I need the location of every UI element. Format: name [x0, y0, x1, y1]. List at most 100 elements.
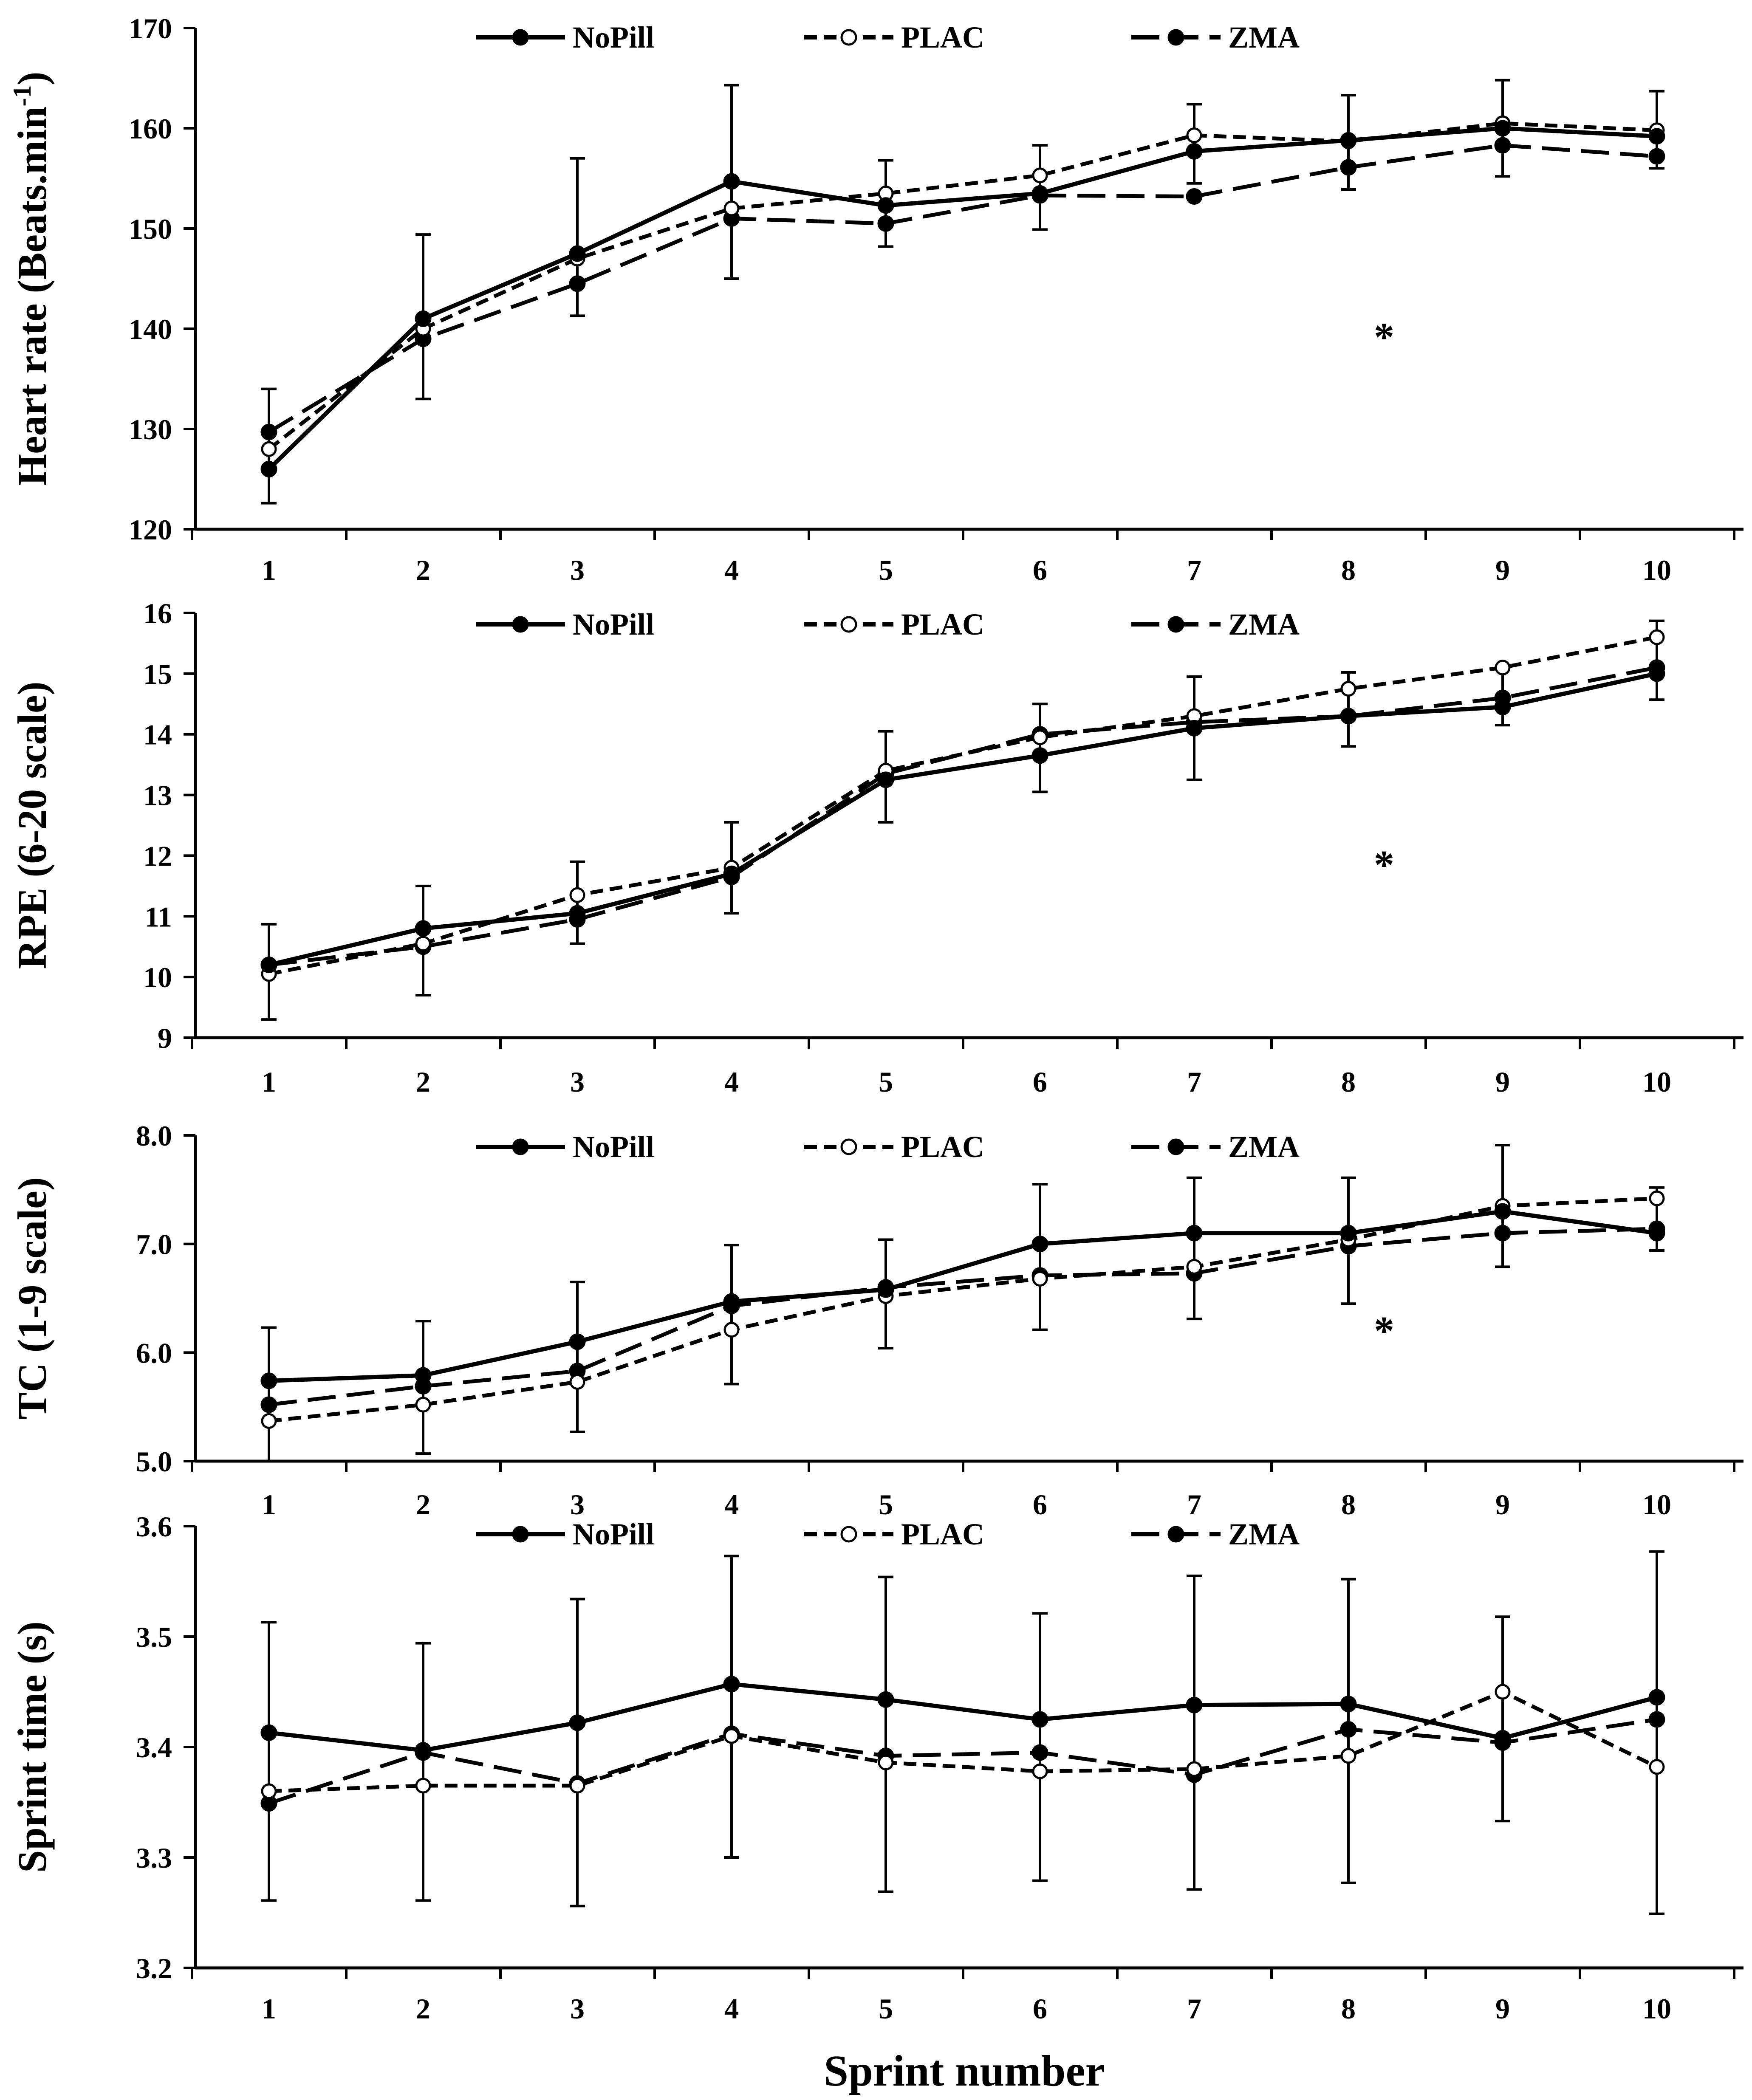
chart-panel-4: 3.2 3.3 3.4 3.5 3.6 1 2 3 4 5 6 7 8 9 10 Sprint time (s… — [9, 1510, 1744, 2025]
data-point-nopill — [260, 1372, 277, 1389]
legend-marker-nopill — [512, 1526, 529, 1543]
data-point-plac — [1032, 729, 1048, 745]
data-point-plac — [1340, 1748, 1356, 1764]
data-point-plac — [1495, 660, 1511, 676]
data-point-zma — [1031, 1744, 1048, 1761]
x-tick-label: 1 — [262, 1066, 276, 1098]
data-point-nopill — [1648, 1225, 1665, 1242]
data-point-nopill — [877, 197, 894, 214]
y-tick-label: 13 — [143, 779, 172, 812]
y-axis-title: Heart rate (Beats.min-1) — [8, 72, 55, 486]
legend-label-zma: ZMA — [1228, 20, 1300, 54]
series-line-plac — [268, 1196, 1657, 1423]
data-point-nopill — [877, 771, 894, 788]
legend-marker-zma — [1167, 1138, 1184, 1155]
data-point-zma — [877, 215, 894, 232]
y-tick-label: 150 — [129, 213, 172, 245]
x-tick-label: 1 — [262, 554, 276, 586]
legend-label-plac: PLAC — [901, 607, 984, 641]
legend-marker-nopill — [512, 616, 529, 633]
x-tick-label: 3 — [570, 1066, 585, 1098]
legend-marker-plac — [840, 29, 857, 46]
data-point-nopill — [723, 1676, 740, 1693]
significance-asterisk: * — [1374, 842, 1394, 888]
x-tick-label: 5 — [879, 1488, 893, 1521]
x-tick-label: 2 — [416, 554, 430, 586]
legend-marker-plac — [840, 616, 857, 633]
data-point-plac — [415, 1397, 431, 1413]
y-tick-label: 3.2 — [136, 1952, 172, 1984]
data-point-nopill — [569, 245, 586, 262]
data-point-plac — [261, 441, 277, 457]
y-tick-label: 6.0 — [136, 1337, 172, 1369]
data-point-nopill — [415, 920, 432, 937]
legend-marker-nopill — [512, 29, 529, 46]
data-point-plac — [723, 200, 740, 217]
data-point-nopill — [1186, 1696, 1203, 1713]
data-point-nopill — [1031, 185, 1048, 202]
chart-panel-1: 120 130 140 150 160 170 1 2 3 4 5 6 7 8 9 10 Heart rate … — [8, 12, 1744, 586]
y-tick-label: 14 — [143, 719, 172, 751]
y-tick-label: 16 — [143, 597, 172, 629]
data-point-zma — [1648, 1711, 1665, 1728]
data-point-plac — [1649, 1759, 1665, 1775]
x-tick-label: 8 — [1341, 1488, 1356, 1521]
series-line-zma — [268, 1227, 1657, 1407]
x-tick-label: 8 — [1341, 1993, 1356, 2025]
data-point-plac — [569, 887, 585, 903]
y-tick-label: 130 — [129, 413, 172, 446]
data-point-nopill — [569, 1714, 586, 1731]
legend-label-zma: ZMA — [1228, 1130, 1300, 1164]
y-tick-label: 140 — [129, 313, 172, 345]
data-point-nopill — [1031, 1711, 1048, 1728]
data-point-nopill — [877, 1691, 894, 1708]
legend-marker-zma — [1167, 29, 1184, 46]
x-tick-label: 10 — [1642, 1488, 1671, 1521]
data-point-nopill — [1648, 1689, 1665, 1706]
data-point-nopill — [877, 1281, 894, 1298]
y-tick-label: 3.4 — [136, 1731, 172, 1764]
x-tick-label: 7 — [1187, 1993, 1201, 2025]
x-tick-label: 6 — [1033, 1066, 1047, 1098]
y-tick-label: 160 — [129, 113, 172, 145]
x-tick-label: 6 — [1033, 1993, 1047, 2025]
data-point-nopill — [1494, 1730, 1511, 1747]
data-point-plac — [415, 936, 431, 952]
x-tick-label: 9 — [1495, 1488, 1510, 1521]
y-tick-label: 8.0 — [136, 1120, 172, 1152]
data-point-nopill — [1494, 120, 1511, 137]
y-tick-label: 3.3 — [136, 1842, 172, 1874]
x-tick-label: 4 — [724, 1993, 739, 2025]
y-axis-title: Sprint time (s) — [9, 1621, 55, 1873]
series-line-zma — [268, 143, 1657, 434]
data-point-nopill — [415, 310, 432, 327]
significance-asterisk: * — [1374, 314, 1394, 360]
data-point-plac — [261, 1783, 277, 1799]
y-tick-label: 120 — [129, 514, 172, 546]
data-point-plac — [1032, 1270, 1048, 1287]
x-tick-label: 9 — [1495, 554, 1510, 586]
x-tick-label: 4 — [724, 1488, 739, 1521]
x-tick-label: 8 — [1341, 554, 1356, 586]
x-tick-label: 1 — [262, 1993, 276, 2025]
data-point-nopill — [260, 460, 277, 477]
series-line-zma — [268, 1717, 1657, 1805]
data-point-plac — [569, 1374, 585, 1390]
chart-panel-3: 5.0 6.0 7.0 8.0 1 2 3 4 5 6 7 8 9 10 TC (1-9 scale) NoP… — [9, 1120, 1744, 1521]
data-point-plac — [723, 1728, 740, 1744]
x-tick-label: 2 — [416, 1993, 430, 2025]
data-point-plac — [1495, 1684, 1511, 1700]
data-point-nopill — [723, 865, 740, 882]
series-line-nopill — [268, 671, 1658, 967]
x-tick-label: 7 — [1187, 1066, 1201, 1098]
y-axis-title: RPE (6-20 scale) — [9, 681, 55, 969]
data-point-zma — [1494, 1225, 1511, 1242]
x-tick-label: 10 — [1642, 1993, 1671, 2025]
legend-label-nopill: NoPill — [573, 607, 654, 641]
x-tick-label: 9 — [1495, 1066, 1510, 1098]
data-point-plac — [1032, 167, 1048, 183]
legend-label-zma: ZMA — [1228, 1517, 1300, 1551]
x-tick-label: 7 — [1187, 554, 1201, 586]
data-point-nopill — [1494, 1203, 1511, 1220]
